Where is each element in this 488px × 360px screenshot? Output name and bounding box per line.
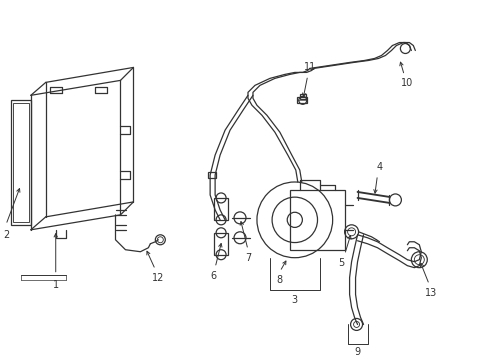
Text: 9: 9 [354,347,360,357]
Bar [13,103,29,222]
Bar [296,97,306,103]
Text: 6: 6 [210,271,216,281]
Bar [289,190,344,250]
Bar [208,172,216,178]
Text: 7: 7 [244,253,251,263]
Text: 13: 13 [424,288,436,298]
Text: 5: 5 [338,258,344,268]
Bar [299,94,305,99]
Text: 10: 10 [401,78,413,88]
Text: 1: 1 [53,280,59,289]
Text: 11: 11 [303,62,315,72]
Text: 12: 12 [152,273,164,283]
Text: 4: 4 [376,162,382,172]
Text: 2: 2 [3,230,9,240]
Bar [11,100,31,225]
Text: 3: 3 [291,294,297,305]
Text: 8: 8 [276,275,283,285]
Bar [214,233,227,255]
Bar [214,198,227,220]
